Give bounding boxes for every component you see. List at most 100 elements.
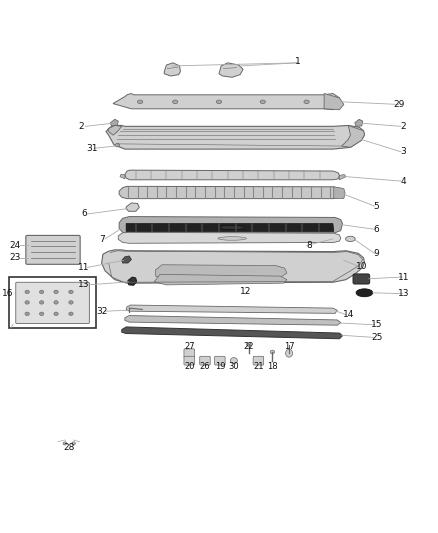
Ellipse shape: [39, 290, 44, 294]
Ellipse shape: [54, 290, 58, 294]
Ellipse shape: [356, 289, 373, 297]
Text: 13: 13: [78, 280, 90, 289]
Text: 3: 3: [400, 147, 406, 156]
Polygon shape: [119, 187, 344, 199]
Text: 29: 29: [393, 100, 404, 109]
Ellipse shape: [63, 442, 67, 445]
FancyBboxPatch shape: [353, 274, 370, 284]
Text: 32: 32: [96, 306, 107, 316]
Text: 22: 22: [244, 342, 254, 351]
Polygon shape: [106, 125, 364, 149]
Polygon shape: [125, 170, 339, 180]
Text: 20: 20: [184, 362, 194, 372]
Text: 27: 27: [184, 342, 194, 351]
Text: 19: 19: [215, 362, 225, 372]
Text: 12: 12: [240, 287, 251, 296]
Text: 25: 25: [371, 333, 382, 342]
Polygon shape: [334, 187, 345, 199]
Ellipse shape: [138, 100, 143, 103]
Text: 23: 23: [10, 253, 21, 262]
Ellipse shape: [115, 143, 120, 147]
Polygon shape: [342, 125, 364, 147]
Text: 4: 4: [400, 176, 406, 185]
Text: 9: 9: [374, 249, 380, 258]
Text: 10: 10: [356, 262, 367, 271]
Polygon shape: [128, 277, 137, 285]
Polygon shape: [164, 63, 180, 76]
Polygon shape: [126, 203, 139, 211]
Polygon shape: [122, 327, 343, 339]
Ellipse shape: [25, 312, 29, 316]
Polygon shape: [126, 223, 334, 231]
FancyBboxPatch shape: [253, 356, 264, 365]
FancyBboxPatch shape: [184, 349, 194, 358]
Text: 18: 18: [267, 362, 278, 372]
Polygon shape: [102, 250, 364, 283]
Text: 6: 6: [374, 225, 380, 234]
FancyBboxPatch shape: [215, 356, 225, 365]
Ellipse shape: [173, 100, 178, 103]
FancyBboxPatch shape: [200, 356, 210, 365]
Text: 2: 2: [78, 122, 84, 131]
Ellipse shape: [247, 343, 251, 346]
Ellipse shape: [218, 237, 246, 240]
Text: 14: 14: [343, 310, 354, 319]
Polygon shape: [126, 305, 337, 313]
Text: 6: 6: [81, 209, 87, 219]
Polygon shape: [110, 119, 118, 126]
Ellipse shape: [25, 290, 29, 294]
Polygon shape: [219, 63, 243, 77]
Ellipse shape: [69, 312, 73, 316]
Polygon shape: [119, 216, 343, 233]
Text: 21: 21: [253, 362, 264, 372]
Ellipse shape: [69, 301, 73, 304]
Text: 2: 2: [400, 122, 406, 131]
Polygon shape: [109, 125, 122, 135]
Text: 1: 1: [295, 57, 301, 66]
Ellipse shape: [39, 301, 44, 304]
Ellipse shape: [216, 100, 222, 103]
Polygon shape: [120, 174, 125, 179]
Ellipse shape: [304, 100, 309, 103]
Text: 13: 13: [398, 289, 410, 298]
Polygon shape: [324, 93, 344, 110]
Text: 11: 11: [398, 272, 410, 281]
Ellipse shape: [286, 349, 293, 357]
Polygon shape: [122, 256, 131, 263]
Ellipse shape: [72, 442, 75, 445]
FancyBboxPatch shape: [16, 282, 89, 324]
Ellipse shape: [54, 312, 58, 316]
Text: 17: 17: [284, 342, 294, 351]
Text: 30: 30: [229, 362, 239, 372]
Text: 15: 15: [371, 320, 382, 329]
Ellipse shape: [230, 358, 237, 364]
Polygon shape: [154, 274, 287, 285]
FancyBboxPatch shape: [26, 236, 80, 264]
Ellipse shape: [69, 290, 73, 294]
Ellipse shape: [39, 312, 44, 316]
Text: 16: 16: [2, 289, 14, 298]
Text: 11: 11: [78, 263, 90, 272]
Polygon shape: [113, 93, 339, 110]
Polygon shape: [328, 219, 341, 228]
Ellipse shape: [270, 350, 275, 354]
FancyBboxPatch shape: [184, 356, 194, 365]
Ellipse shape: [219, 225, 245, 230]
Text: 31: 31: [86, 144, 98, 153]
Ellipse shape: [25, 301, 29, 304]
Polygon shape: [155, 265, 287, 280]
Text: 5: 5: [373, 201, 379, 211]
Ellipse shape: [346, 236, 355, 241]
Ellipse shape: [260, 100, 265, 103]
Text: 8: 8: [306, 241, 312, 250]
FancyBboxPatch shape: [9, 278, 96, 328]
Polygon shape: [339, 174, 346, 180]
Ellipse shape: [54, 301, 58, 304]
Polygon shape: [355, 119, 363, 126]
Text: 28: 28: [64, 443, 75, 453]
Text: 7: 7: [99, 235, 105, 244]
Text: 24: 24: [10, 241, 21, 250]
Text: 26: 26: [200, 362, 210, 372]
Polygon shape: [125, 316, 341, 325]
Polygon shape: [118, 232, 341, 243]
